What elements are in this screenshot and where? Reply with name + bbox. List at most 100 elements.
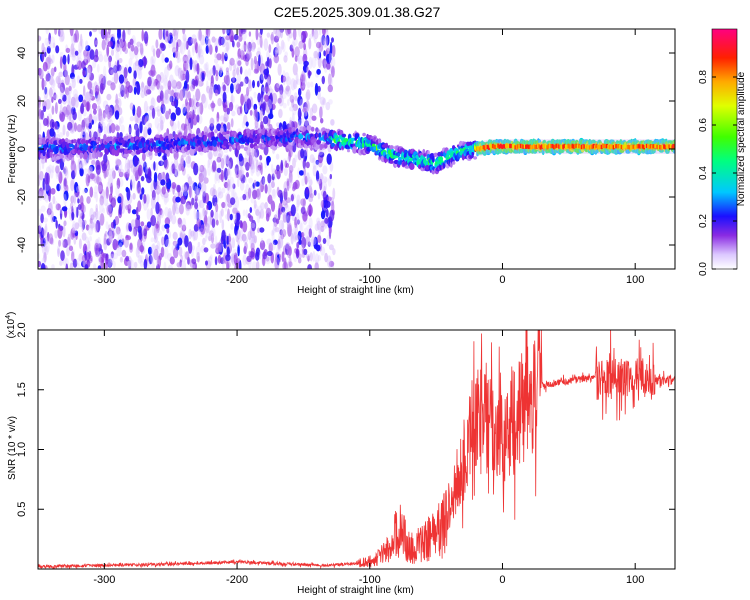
noise-cell — [251, 156, 256, 170]
noise-cell — [255, 247, 261, 257]
signal-cell — [189, 148, 195, 156]
noise-cell — [199, 164, 205, 173]
noise-cell — [276, 218, 280, 225]
noise-cell — [221, 219, 225, 231]
signal-core — [575, 143, 578, 148]
noise-cell — [42, 61, 48, 72]
noise-cell — [233, 252, 238, 265]
noise-cell — [85, 67, 91, 78]
noise-cell — [311, 103, 318, 114]
noise-cell — [147, 246, 153, 255]
noise-cell — [323, 40, 327, 49]
noise-cell — [107, 258, 113, 268]
noise-cell — [196, 50, 201, 60]
noise-cell — [277, 46, 282, 55]
signal-core — [494, 144, 497, 150]
signal-core — [525, 144, 527, 149]
noise-cell — [232, 249, 238, 255]
noise-cell — [307, 255, 310, 262]
noise-cell — [270, 180, 275, 189]
noise-cell — [183, 251, 187, 262]
signal-cell — [389, 145, 394, 150]
noise-cell — [241, 233, 247, 242]
noise-cell — [56, 126, 60, 134]
noise-cell — [78, 238, 82, 250]
signal-core — [583, 144, 586, 149]
noise-cell — [329, 227, 332, 234]
noise-cell — [174, 168, 180, 178]
noise-cell — [165, 172, 170, 183]
noise-cell — [224, 200, 228, 212]
noise-cell — [314, 83, 319, 96]
noise-cell — [236, 41, 241, 48]
noise-cell — [93, 109, 97, 115]
noise-cell — [195, 211, 200, 219]
noise-cell — [257, 205, 263, 216]
noise-cell — [127, 204, 132, 211]
noise-cell — [260, 162, 263, 175]
signal-core — [636, 144, 639, 149]
noise-cell — [171, 37, 175, 50]
noise-cell — [201, 93, 206, 104]
signal-core — [604, 144, 607, 149]
signal-core — [628, 145, 631, 150]
noise-cell — [141, 81, 144, 92]
noise-cell — [114, 225, 119, 236]
noise-cell — [183, 60, 188, 72]
noise-cell — [163, 158, 169, 170]
noise-cell — [79, 195, 84, 206]
noise-cell — [325, 101, 331, 111]
noise-cell — [134, 124, 138, 131]
noise-cell — [263, 144, 269, 156]
signal-cell — [132, 151, 135, 157]
noise-cell — [285, 163, 289, 168]
noise-cell — [245, 121, 249, 127]
noise-cell — [317, 234, 322, 243]
spectrogram-x-tick-label: -200 — [226, 274, 248, 286]
noise-cell — [133, 46, 139, 56]
noise-cell — [182, 29, 186, 35]
signal-cell — [352, 146, 357, 154]
noise-cell — [217, 186, 222, 196]
signal-core — [566, 144, 569, 150]
noise-cell — [151, 197, 157, 203]
snr-x-tick-label: -300 — [93, 574, 115, 586]
noise-cell — [150, 183, 154, 193]
noise-cell — [240, 29, 246, 35]
noise-cell — [89, 49, 95, 60]
noise-cell — [195, 101, 200, 108]
snr-y-tick-label: 2.0 — [16, 322, 28, 337]
noise-cell — [241, 44, 247, 51]
noise-cell — [328, 99, 333, 105]
colorbar-tick-label: 0.8 — [698, 70, 709, 84]
noise-cell — [239, 81, 244, 87]
noise-cell — [293, 231, 297, 243]
noise-cell — [237, 60, 242, 66]
noise-cell — [52, 42, 56, 48]
noise-cell — [49, 119, 55, 129]
noise-cell — [67, 236, 71, 246]
noise-cell — [253, 68, 259, 74]
noise-cell — [249, 215, 254, 222]
noise-cell — [98, 121, 102, 134]
noise-cell — [286, 222, 292, 233]
signal-cell — [306, 125, 312, 131]
noise-cell — [311, 56, 317, 69]
noise-cell — [87, 224, 94, 236]
signal-core — [502, 144, 505, 149]
noise-cell — [229, 29, 234, 43]
noise-cell — [127, 66, 132, 74]
noise-cell — [207, 71, 212, 81]
noise-cell — [320, 246, 326, 256]
noise-cell — [231, 77, 237, 83]
noise-cell — [163, 105, 167, 117]
noise-cell — [76, 124, 83, 133]
noise-cell — [248, 177, 254, 184]
noise-cell — [46, 71, 50, 83]
noise-cell — [68, 85, 72, 92]
noise-cell — [209, 187, 216, 197]
noise-cell — [167, 264, 174, 269]
noise-cell — [284, 242, 291, 250]
noise-cell — [260, 90, 264, 103]
